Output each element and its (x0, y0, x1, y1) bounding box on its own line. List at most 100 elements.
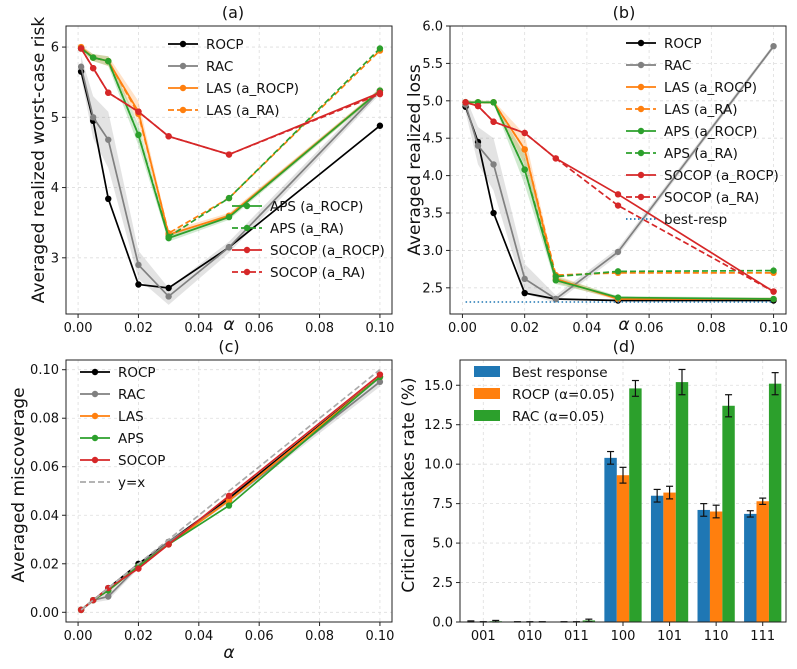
data-point-aps-a-ra (553, 273, 559, 279)
panel-c-ytick-label: 0.06 (30, 460, 59, 475)
panel-a-xtick-label: 0.06 (245, 321, 274, 336)
legend-label-socop-a-ra: SOCOP (a_RA) (270, 265, 365, 281)
legend-marker-las-a-rocp (180, 85, 186, 91)
panel-d-ytick-label: 5.0 (432, 537, 453, 552)
data-point-aps-a-ra (521, 166, 527, 172)
legend-marker-las (92, 413, 98, 419)
panel-d-category-label: 011 (564, 629, 589, 644)
data-point-socop-a-ra (615, 202, 621, 208)
panel-d-ylabel: Critical mistakes rate (%) (399, 377, 419, 592)
data-point-rac (105, 137, 111, 143)
legend-label-las-a-rocp: LAS (a_ROCP) (664, 80, 757, 96)
panel-d-category-label: 100 (611, 629, 636, 644)
legend-a-lower: APS (a_ROCP)APS (a_RA)SOCOP (a_ROCP)SOCO… (232, 199, 385, 281)
panel-b-xlabel: α (618, 315, 629, 335)
data-point-las-a-ra (521, 146, 527, 152)
panel-b-xtick-label: 0.10 (759, 321, 788, 336)
legend-label-las-a-ra: LAS (a_RA) (664, 102, 738, 118)
data-point-rocp (377, 123, 383, 129)
panel-a-ytick-label: 4 (51, 181, 59, 196)
legend-label-las-a-rocp: LAS (a_ROCP) (206, 81, 299, 97)
bar-best-response-110 (698, 510, 710, 622)
data-point-rocp (165, 285, 171, 291)
legend-marker-aps-a-ra (638, 150, 644, 156)
legend-marker-rac (638, 62, 644, 68)
legend-label-best-resp: best-resp (664, 212, 727, 228)
panel-a-title: (a) (222, 3, 244, 22)
legend-marker-socop-a-ra (638, 194, 644, 200)
legend-label-socop-a-ra: SOCOP (a_RA) (664, 190, 759, 206)
legend-label-las-a-ra: LAS (a_RA) (206, 103, 280, 119)
legend-marker-aps-a-rocp (244, 203, 250, 209)
panel-c-ylabel: Averaged miscoverage (9, 387, 29, 582)
panel-c-ytick-label: 0.02 (30, 557, 59, 572)
data-point-socop-a-ra (105, 90, 111, 96)
panel-a-ytick-label: 5 (51, 111, 59, 126)
data-point-rac (615, 249, 621, 255)
legend-label-rac: RAC (118, 387, 145, 403)
data-point-socop-a-ra (462, 99, 468, 105)
panel-d-ytick-label: 15.0 (424, 379, 453, 394)
legend-swatch-best-response (474, 366, 500, 377)
data-point-rac (226, 244, 232, 250)
panel-a-xlabel: α (223, 315, 234, 335)
data-point-rocp (521, 290, 527, 296)
bar-rocp-0-05-101 (663, 493, 675, 622)
legend-label-rocp-0-05: ROCP (α=0.05) (512, 387, 615, 403)
panel-b-ytick-label: 2.5 (422, 281, 443, 296)
panel-b-ytick-label: 5.5 (422, 57, 443, 72)
panel-d-category-label: 111 (750, 629, 775, 644)
data-point-rac (770, 43, 776, 49)
legend-label-rac: RAC (664, 58, 691, 74)
panel-d: (d) Critical mistakes rate (%) 0.02.55.0… (399, 337, 786, 644)
legend-marker-socop-a-ra (244, 269, 250, 275)
legend-marker-las-a-ra (180, 107, 186, 113)
panel-c-xtick-label: 0.10 (365, 629, 394, 644)
panel-a-xtick-label: 0.04 (184, 321, 213, 336)
data-point-socop-a-ra (78, 45, 84, 51)
legend-marker-aps-a-rocp (638, 128, 644, 134)
legend-label-aps-a-ra: APS (a_RA) (270, 221, 344, 237)
data-point-aps-a-rocp (615, 294, 621, 300)
panel-b-ytick-label: 4.0 (422, 169, 443, 184)
panel-b-title: (b) (613, 3, 636, 22)
bar-best-response-111 (744, 514, 756, 622)
legend-marker-socop (92, 457, 98, 463)
data-point-aps-a-ra (90, 54, 96, 60)
data-point-aps-a-ra (490, 99, 496, 105)
panel-a-ytick-label: 6 (51, 41, 59, 56)
panel-a-xtick-label: 0.00 (64, 321, 93, 336)
panel-a-xtick-label: 0.08 (305, 321, 334, 336)
data-point-socop-a-ra (377, 91, 383, 97)
legend-label-socop: SOCOP (118, 453, 165, 469)
data-point-rac (105, 593, 111, 599)
panel-b-xtick-label: 0.02 (510, 321, 539, 336)
data-point-aps (226, 502, 232, 508)
bar-rocp-0-05-111 (757, 501, 769, 622)
panel-b-xtick-label: 0.06 (635, 321, 664, 336)
bar-rac-0-05-110 (722, 406, 734, 622)
panel-a-ylabel: Averaged realized worst-case risk (29, 17, 49, 304)
legend-marker-socop-a-rocp (244, 247, 250, 253)
data-point-socop-a-rocp (615, 191, 621, 197)
legend-label-rac-0-05: RAC (α=0.05) (512, 409, 604, 425)
data-point-socop (226, 493, 232, 499)
panel-b-ytick-label: 6.0 (422, 20, 443, 35)
data-point-socop-a-ra (490, 119, 496, 125)
panel-a: (a) Averaged realized worst-case risk α … (29, 3, 394, 336)
panel-d-ytick-label: 2.5 (432, 576, 453, 591)
legend-marker-socop-a-rocp (638, 172, 644, 178)
panel-d-category-label: 010 (517, 629, 542, 644)
data-point-rac (135, 262, 141, 268)
data-point-rac (165, 293, 171, 299)
bar-best-response-100 (604, 458, 616, 622)
legend-label-rocp: ROCP (664, 36, 702, 52)
legend-label-aps-a-rocp: APS (a_ROCP) (270, 199, 363, 215)
legend-marker-las-a-rocp (638, 84, 644, 90)
